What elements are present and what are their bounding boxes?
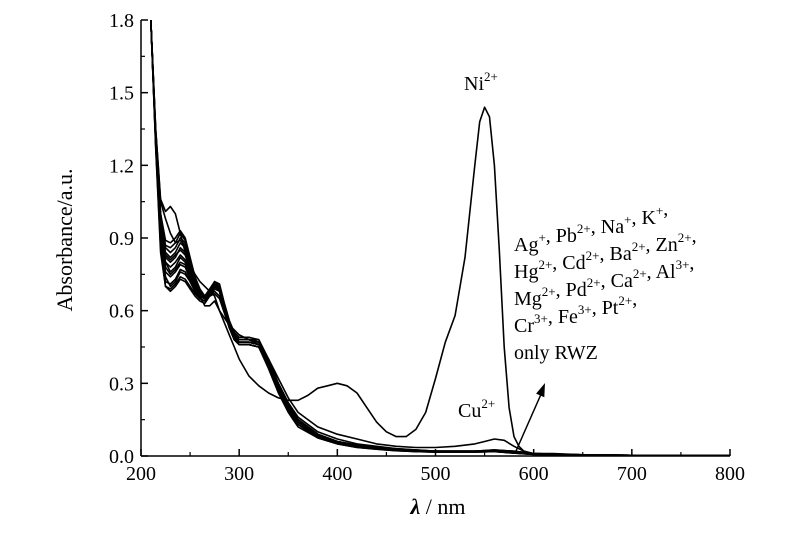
ion-label: , Fe <box>548 306 578 328</box>
series-line-2 <box>150 20 730 456</box>
series-line-8 <box>150 20 730 456</box>
y-tick-label: 1.2 <box>109 155 134 177</box>
other-ions-annotation: Ag+, Pb2+, Na+, K+,Hg2+, Cd2+, Ba2+, Zn2… <box>514 198 697 364</box>
series-line-13 <box>150 20 730 456</box>
ion-label: Ag <box>514 234 538 256</box>
ion-label: only RWZ <box>514 342 598 364</box>
ion-label: , Pb <box>546 225 577 247</box>
ion-label: , Pd <box>556 279 587 301</box>
series-layer <box>150 20 730 456</box>
ion-label: , Zn <box>646 234 678 256</box>
y-tick-label: 1.5 <box>109 83 134 105</box>
arrow-annotation <box>515 383 545 452</box>
y-axis-title: Absorbance/a.u. <box>52 169 77 312</box>
ion-label: , <box>632 288 637 310</box>
series-line-12 <box>150 20 730 456</box>
ion-label: Mg <box>514 288 542 310</box>
ion-charge: 2+ <box>632 239 646 254</box>
x-axis-variable: λ <box>410 494 421 519</box>
other-ions-line-4: Cr3+, Fe3+, Pt2+, <box>514 288 637 337</box>
x-tick-label: 400 <box>322 463 352 485</box>
y-tick-label: 0.3 <box>109 373 134 395</box>
cu-annotation-sup: 2+ <box>481 396 495 411</box>
ion-charge: 2+ <box>633 266 647 281</box>
other-ions-line-3: Mg2+, Pd2+, Ca2+, Al3+, <box>514 252 694 310</box>
series-line-1 <box>150 20 730 456</box>
ion-label: , Ba <box>599 243 631 265</box>
ion-label: Hg <box>514 261 538 283</box>
x-axis-unit: / nm <box>420 494 465 519</box>
ion-charge: + <box>538 230 545 245</box>
series-line-6 <box>150 20 730 456</box>
ion-charge: + <box>624 212 631 227</box>
ion-charge: 3+ <box>534 311 548 326</box>
x-tick-label: 700 <box>617 463 647 485</box>
ion-label: , Na <box>591 216 624 238</box>
ion-label: , Pt <box>592 297 619 319</box>
series-line-11 <box>150 20 730 456</box>
arrow-shaft <box>515 391 543 452</box>
ion-label: , Ca <box>601 270 633 292</box>
axes: 200 300 400 500 600 700 800 0.0 0.3 0.6 0.9 1.2 1.5 1… <box>109 10 745 485</box>
ni-annotation: Ni2+ <box>464 69 498 95</box>
ion-charge: 2+ <box>587 275 601 290</box>
series-line-15 <box>150 20 730 456</box>
ion-label: , <box>692 225 697 247</box>
ion-charge: 2+ <box>678 230 692 245</box>
series-line-10 <box>150 20 730 456</box>
cu-annotation-label: Cu <box>458 400 481 422</box>
ion-label: , K <box>631 207 656 229</box>
other-ions-line-1: Ag+, Pb2+, Na+, K+, <box>514 198 668 256</box>
x-tick-label: 800 <box>715 463 745 485</box>
x-tick-label: 300 <box>224 463 254 485</box>
ion-charge: 2+ <box>618 293 632 308</box>
y-tick-label: 0.9 <box>109 228 134 250</box>
other-ions-line-5: only RWZ <box>514 342 598 364</box>
x-tick-label: 600 <box>519 463 549 485</box>
other-ions-line-2: Hg2+, Cd2+, Ba2+, Zn2+, <box>514 225 697 283</box>
arrow-head <box>536 383 545 398</box>
ni-annotation-sup: 2+ <box>484 69 498 84</box>
y-tick-label: 0.6 <box>109 301 134 323</box>
x-tick-label: 200 <box>126 463 156 485</box>
series-line-3 <box>150 20 730 456</box>
y-tick-label: 0.0 <box>109 446 134 468</box>
ion-charge: 2+ <box>538 257 552 272</box>
x-tick-label: 500 <box>421 463 451 485</box>
ion-label: , Cd <box>552 252 585 274</box>
ion-label: , <box>663 198 668 220</box>
cu-annotation: Cu2+ <box>458 396 495 422</box>
ion-charge: 2+ <box>577 221 591 236</box>
ion-charge: + <box>656 203 663 218</box>
ion-charge: 2+ <box>586 248 600 263</box>
series-line-14 <box>150 20 730 456</box>
series-line-16 <box>150 20 730 456</box>
ion-label: , Al <box>647 261 676 283</box>
series-line-7 <box>150 20 730 456</box>
series-line-4 <box>150 20 730 456</box>
x-axis-title: λ / nm <box>410 494 466 519</box>
ion-label: , <box>689 252 694 274</box>
series-line-9 <box>150 20 730 456</box>
series-line-5 <box>150 20 730 456</box>
y-tick-label: 1.8 <box>109 10 134 32</box>
ion-charge: 3+ <box>578 302 592 317</box>
ion-charge: 2+ <box>542 284 556 299</box>
ion-label: Cr <box>514 315 534 337</box>
ni-annotation-label: Ni <box>464 73 484 95</box>
ion-charge: 3+ <box>676 257 690 272</box>
